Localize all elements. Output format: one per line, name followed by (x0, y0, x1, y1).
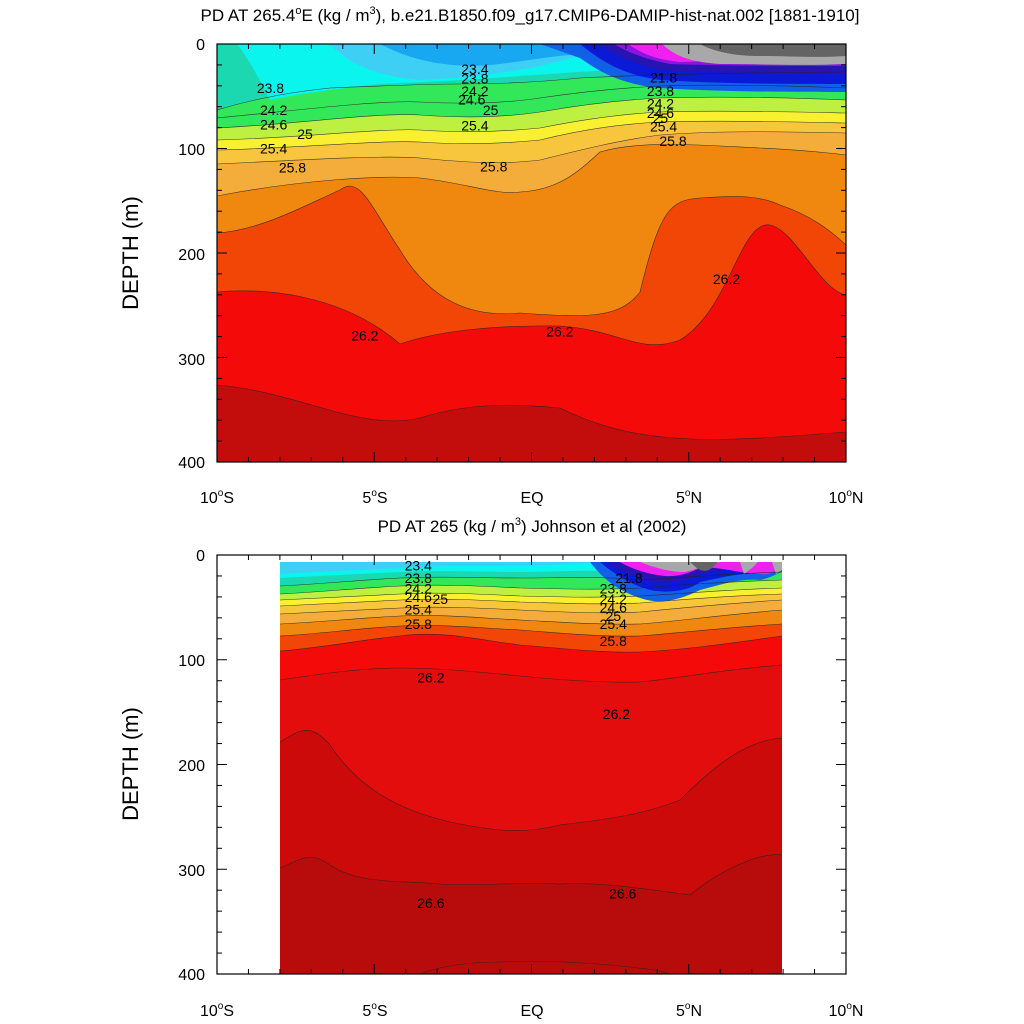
contour-label: 24.6 (260, 116, 287, 132)
contour-label: 24.6 (600, 599, 627, 615)
contour-label: 24.2 (647, 96, 674, 112)
panel-bottom-contour-field (280, 562, 782, 974)
contour-label: 25.8 (659, 133, 686, 149)
contour-label: 23.4 (405, 557, 432, 573)
contour-label: 25.8 (405, 616, 432, 632)
panel-top-contour-field (217, 44, 846, 462)
panel-bottom: PD AT 265 (kg / m3) Johnson et al (2002) (118, 516, 863, 1020)
panel-top-ytick-400: 400 (178, 455, 205, 472)
contour-label: 25 (483, 102, 499, 118)
contour-label: 26.2 (713, 271, 740, 287)
contour-label: 23.8 (600, 581, 627, 597)
contour-label: 24.6 (458, 91, 485, 107)
contour-label: 25.8 (480, 158, 507, 174)
panel-top-xtick-10S: 10oS (200, 488, 234, 507)
panel-bottom-contour-labels: 23.423.824.224.6 2525.425.821.823.824.224… (405, 557, 643, 910)
contour-label: 23.8 (257, 80, 284, 96)
contour-label: 24.2 (260, 102, 287, 118)
panel-top-title: PD AT 265.4oE (kg / m3), b.e21.B1850.f09… (201, 5, 860, 25)
panel-bottom-ytick-100: 100 (178, 653, 205, 670)
contour-label: 26.2 (417, 670, 444, 686)
panel-bottom-axis-ticks (216, 554, 847, 975)
contour-label: 26.2 (351, 328, 378, 344)
contour-label: 26.2 (546, 323, 573, 339)
panel-top: PD AT 265.4oE (kg / m3), b.e21.B1850.f09… (118, 5, 863, 507)
panel-bottom-xtick-5S: 5oS (362, 1001, 387, 1020)
panel-top-contour-labels: 23.824.224.62525.425.823.423.824.224.625… (257, 61, 740, 343)
contour-label: 25.8 (600, 633, 627, 649)
panel-top-ylabel: DEPTH (m) (118, 196, 143, 310)
panel-top-ytick-300: 300 (178, 352, 205, 369)
contour-label: 24.2 (461, 83, 488, 99)
contour-label: 23.8 (405, 570, 432, 586)
contour-label: 25.8 (279, 159, 306, 175)
panel-bottom-ytick-200: 200 (178, 758, 205, 775)
panel-top-ytick-100: 100 (178, 142, 205, 159)
contour-label: 21.8 (615, 570, 642, 586)
contour-label: 23.4 (461, 61, 488, 77)
panel-bottom-ylabel: DEPTH (m) (118, 707, 143, 821)
contour-label: 25 (297, 126, 313, 142)
panel-bottom-xtick-10S: 10oS (200, 1001, 234, 1020)
contour-label: 24.2 (405, 581, 432, 597)
contour-label: 21.8 (650, 69, 677, 85)
panel-bottom-ytick-400: 400 (178, 967, 205, 984)
panel-bottom-title: PD AT 265 (kg / m3) Johnson et al (2002) (378, 516, 687, 536)
contour-label: 26.6 (609, 885, 636, 901)
contour-label: 25 (653, 110, 669, 126)
contour-label: 25 (433, 591, 449, 607)
panel-bottom-ytick-0: 0 (196, 548, 205, 565)
contour-label: 25 (605, 608, 621, 624)
panel-bottom-xtick-5N: 5oN (676, 1001, 702, 1020)
contour-label: 25.4 (600, 616, 627, 632)
contour-label: 26.2 (603, 706, 630, 722)
panel-bottom-xtick-eq: EQ (520, 1003, 543, 1020)
contour-label: 26.6 (417, 895, 444, 911)
panel-top-xtick-5S: 5oS (362, 488, 387, 507)
contour-label: 23.8 (461, 70, 488, 86)
contour-label: 23.8 (647, 83, 674, 99)
panel-top-xtick-5N: 5oN (676, 488, 702, 507)
panel-top-xtick-eq: EQ (520, 490, 543, 507)
panel-top-axis-ticks (216, 43, 847, 463)
contour-label: 24.6 (647, 105, 674, 121)
panel-top-ytick-0: 0 (196, 37, 205, 54)
panel-bottom-xtick-10N: 10oN (829, 1001, 864, 1020)
panel-bottom-ytick-300: 300 (178, 863, 205, 880)
panel-top-xtick-10N: 10oN (829, 488, 864, 507)
contour-label: 25.4 (405, 601, 432, 617)
contour-label: 25.4 (650, 119, 677, 135)
contour-label: 25.4 (260, 141, 287, 157)
contour-label: 25.4 (461, 118, 488, 134)
contour-label: 24.6 (405, 589, 432, 605)
panel-top-ytick-200: 200 (178, 247, 205, 264)
contour-label: 24.2 (600, 591, 627, 607)
